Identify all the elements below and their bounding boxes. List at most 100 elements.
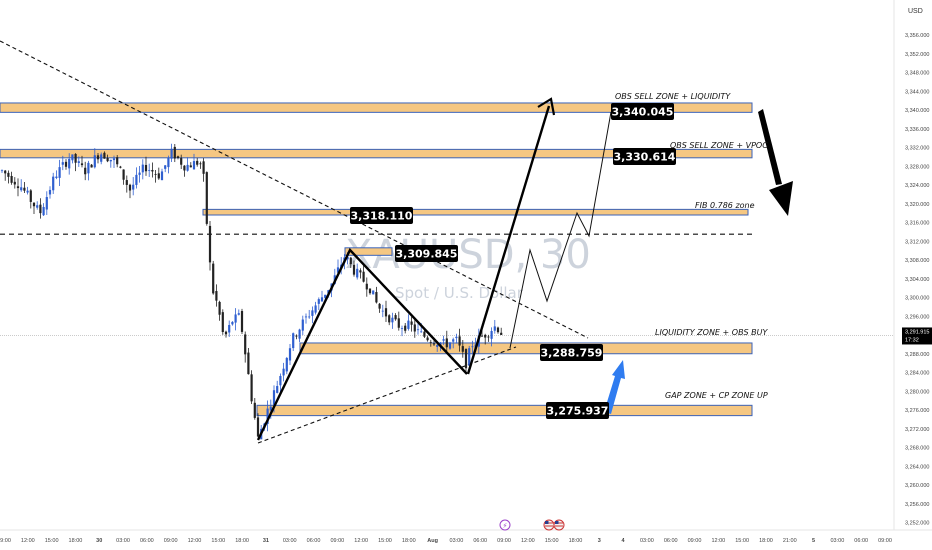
candle-body (436, 345, 439, 347)
candle-body (170, 148, 173, 159)
candle-body (141, 164, 144, 173)
candle-body (416, 329, 420, 331)
price-tag-text: 3,275.937 (547, 405, 609, 418)
candle-body (122, 169, 125, 180)
time-tick-label: 12:00 (354, 538, 368, 544)
candle-body (493, 326, 496, 331)
candle-body (4, 170, 7, 174)
candle-body (224, 331, 228, 335)
candle-body (468, 348, 471, 366)
watermark-subtitle: Spot / U.S. Dollar (395, 284, 524, 302)
projection-path (509, 111, 612, 349)
candle-body (295, 335, 298, 337)
candle-body (119, 166, 122, 168)
price-tick-label: 3,280.000 (905, 389, 929, 395)
price-axis-panel[interactable] (894, 0, 932, 530)
descending-trendline (0, 40, 589, 339)
candle-body (192, 161, 196, 170)
event-icon-lightning[interactable]: ⚡ (499, 519, 511, 531)
event-icon-us-flag-2[interactable] (553, 519, 565, 531)
candle-body (221, 312, 224, 332)
time-tick-label: 09:00 (497, 538, 511, 544)
candle-body (29, 190, 32, 202)
price-tick-label: 3,260.000 (905, 483, 929, 489)
time-tick-label: 03:00 (450, 538, 464, 544)
candle-body (471, 346, 474, 348)
ascending-trendline (257, 346, 517, 444)
candle-body (455, 336, 458, 339)
time-axis-ticks: 09:00 12:00 15:00 18:00 30 03:00 06:00 09:00 12:… (0, 538, 892, 544)
time-tick-label: 12:00 (711, 538, 725, 544)
time-tick-label: 30 (96, 538, 102, 544)
price-tick-label: 3,256.000 (905, 502, 929, 508)
candle-body (490, 331, 493, 339)
candle-body (138, 172, 141, 175)
candle-body (23, 187, 26, 191)
candle-body (144, 164, 148, 172)
price-axis-ticks: 3,252.000 3,256.000 3,260.000 3,264.000 3,26… (905, 33, 929, 527)
time-tick-label: 21:00 (783, 538, 797, 544)
time-tick-label: 03:00 (640, 538, 654, 544)
time-tick-label: 12:00 (21, 538, 35, 544)
time-tick-label: Aug (427, 538, 438, 544)
candle-body (352, 264, 356, 275)
candle-body (288, 348, 292, 361)
candle-body (400, 328, 404, 330)
zone-rect (344, 247, 393, 256)
candle-body (461, 346, 464, 352)
price-tag-text: 3,318.110 (351, 210, 413, 223)
projection-arrow-up (466, 105, 551, 375)
candle-body (39, 204, 42, 214)
zone-rect (299, 342, 753, 355)
candle-body (215, 291, 218, 301)
time-tick-label: 06:00 (664, 538, 678, 544)
time-tick-label: 09:00 (878, 538, 892, 544)
time-tick-label: 18:00 (69, 538, 83, 544)
candle-body (487, 336, 490, 338)
candle-body (496, 327, 500, 333)
candle-body (71, 154, 74, 161)
zone-rect (0, 148, 753, 159)
price-tick-label: 3,276.000 (905, 408, 929, 414)
candle-body (372, 290, 375, 295)
candle-body (237, 313, 240, 315)
time-tick-label: 06:00 (473, 538, 487, 544)
price-tick-label: 3,336.000 (905, 127, 929, 133)
candle-body (32, 202, 36, 207)
candle-body (77, 161, 80, 163)
price-tick-label: 3,332.000 (905, 146, 929, 152)
zone-labels-layer: OBS SELL ZONE + LIQUIDITY OBS SELL ZONE +… (615, 92, 769, 400)
zone-label: FIB 0.786 zone (695, 201, 755, 210)
candle-body (426, 337, 429, 341)
candle-body (359, 270, 362, 273)
candle-body (176, 156, 180, 158)
time-tick-label: 15:00 (545, 538, 559, 544)
candle-body (388, 315, 391, 323)
candle-body (16, 186, 20, 189)
candle-body (420, 331, 423, 333)
candle-body (484, 334, 487, 338)
candle-body (234, 314, 237, 323)
candle-body (202, 161, 205, 174)
candle-body (346, 256, 349, 260)
candle-body (80, 163, 84, 166)
candle-body (55, 176, 58, 178)
candle-body (256, 417, 260, 437)
candle-body (186, 164, 189, 171)
price-tick-label: 3,300.000 (905, 296, 929, 302)
candle-body (212, 263, 215, 294)
candle-body (452, 339, 455, 342)
candle-body (423, 331, 426, 337)
price-tick-label: 3,304.000 (905, 277, 929, 283)
candle-body (58, 167, 61, 178)
candle-body (448, 342, 452, 349)
candle-body (282, 368, 285, 376)
price-tag-text: 3,288.759 (541, 347, 603, 360)
candle-body (125, 180, 128, 185)
candle-body (199, 163, 202, 165)
candle-body (20, 187, 23, 191)
time-tick-label: 09:00 (330, 538, 344, 544)
event-icon-us-flag-1[interactable] (543, 519, 555, 531)
candle-body (327, 290, 330, 294)
